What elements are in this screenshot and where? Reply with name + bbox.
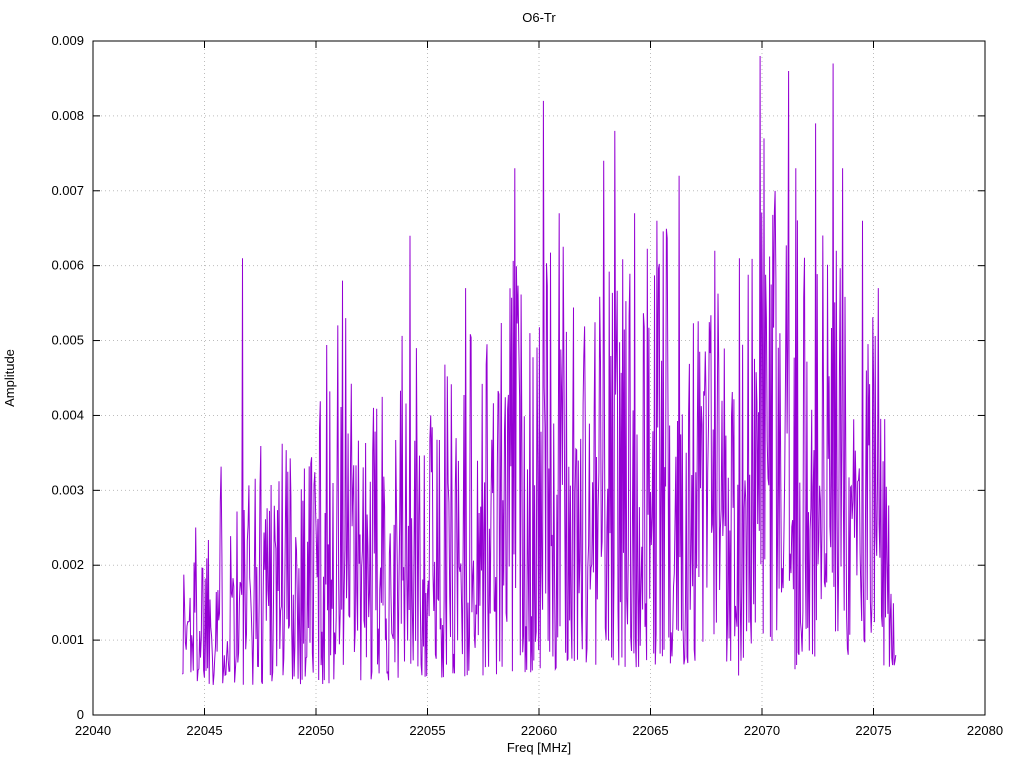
x-tick-label: 22040 bbox=[75, 723, 111, 738]
y-tick-label: 0.004 bbox=[51, 407, 84, 422]
y-tick-label: 0.008 bbox=[51, 108, 84, 123]
x-tick-label: 22045 bbox=[186, 723, 222, 738]
y-axis-title: Amplitude bbox=[2, 349, 17, 407]
y-tick-label: 0.002 bbox=[51, 557, 84, 572]
y-tick-label: 0.003 bbox=[51, 482, 84, 497]
x-tick-label: 22060 bbox=[521, 723, 557, 738]
x-axis-title: Freq [MHz] bbox=[507, 740, 571, 755]
y-tick-label: 0.005 bbox=[51, 333, 84, 348]
x-tick-label: 22080 bbox=[967, 723, 1003, 738]
chart-title: O6-Tr bbox=[522, 10, 556, 25]
y-tick-label: 0.001 bbox=[51, 632, 84, 647]
y-tick-label: 0.006 bbox=[51, 258, 84, 273]
x-tick-label: 22075 bbox=[855, 723, 891, 738]
y-tick-label: 0 bbox=[77, 707, 84, 722]
x-tick-label: 22065 bbox=[632, 723, 668, 738]
x-tick-label: 22050 bbox=[298, 723, 334, 738]
y-tick-label: 0.009 bbox=[51, 33, 84, 48]
x-tick-label: 22070 bbox=[744, 723, 780, 738]
data-series-line bbox=[181, 55, 897, 685]
x-tick-label: 22055 bbox=[409, 723, 445, 738]
y-tick-label: 0.007 bbox=[51, 183, 84, 198]
